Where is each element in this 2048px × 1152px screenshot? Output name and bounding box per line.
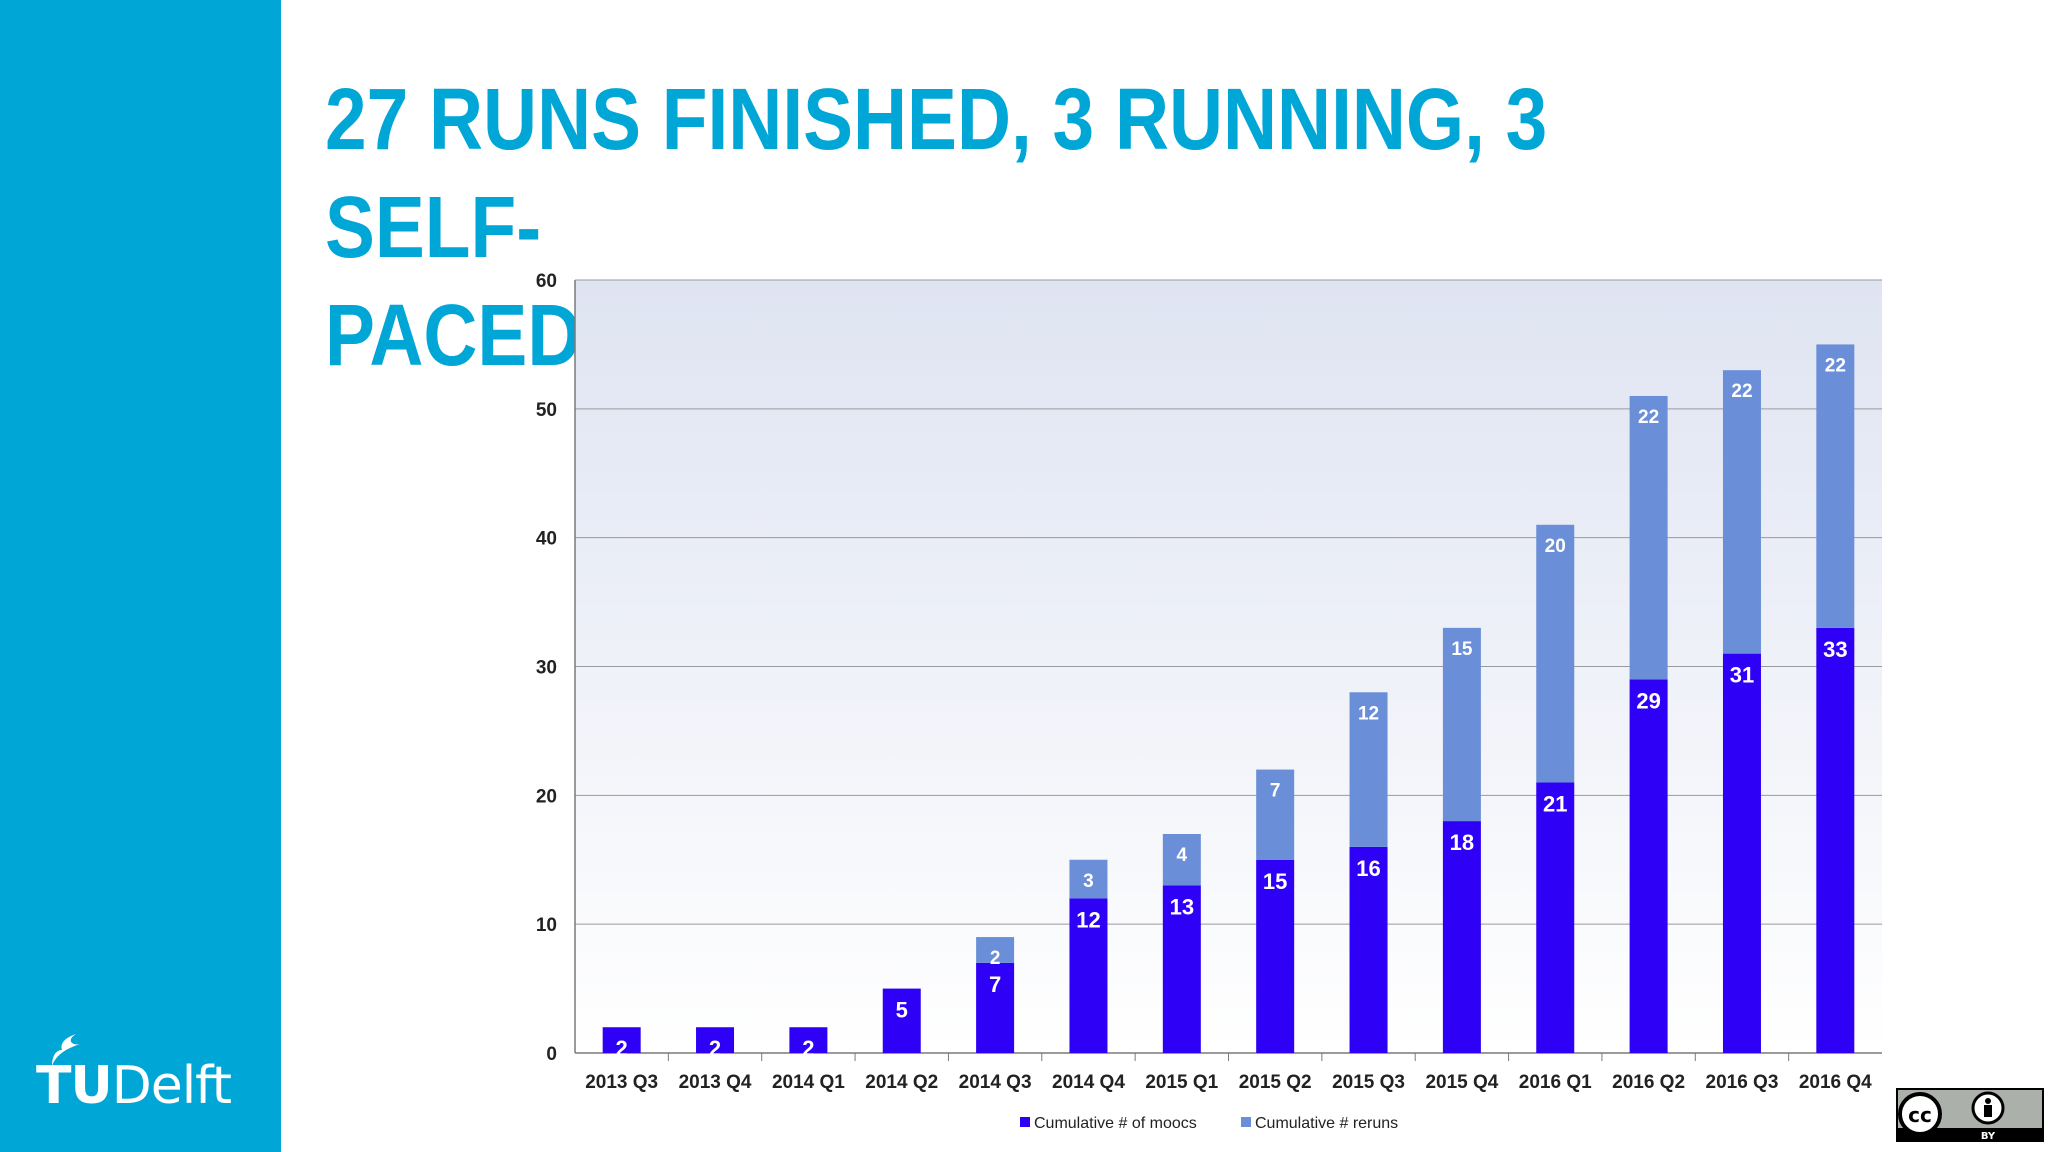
bar-reruns bbox=[1722, 370, 1761, 654]
flame-icon bbox=[52, 1034, 80, 1066]
bar-moocs bbox=[1256, 859, 1295, 1053]
tudelft-logo: TUDelft bbox=[36, 1030, 256, 1112]
bar-moocs bbox=[976, 962, 1015, 1053]
data-label-moocs: 21 bbox=[1543, 791, 1567, 816]
x-tick-label: 2015 Q2 bbox=[1239, 1072, 1312, 1093]
data-label-moocs: 2 bbox=[709, 1036, 721, 1061]
x-tick-label: 2016 Q2 bbox=[1612, 1072, 1685, 1093]
data-label-moocs: 7 bbox=[989, 972, 1001, 997]
bar-moocs bbox=[1069, 898, 1108, 1053]
x-tick-label: 2016 Q3 bbox=[1706, 1072, 1779, 1093]
x-tick-label: 2014 Q4 bbox=[1052, 1072, 1125, 1093]
bar-moocs bbox=[882, 988, 921, 1053]
x-tick-label: 2014 Q1 bbox=[772, 1072, 845, 1093]
y-tick-label: 30 bbox=[536, 658, 557, 679]
data-label-moocs: 29 bbox=[1636, 688, 1660, 713]
logo-text-regular: Delft bbox=[111, 1056, 232, 1116]
y-tick-label: 20 bbox=[536, 786, 557, 807]
data-label-moocs: 33 bbox=[1823, 637, 1847, 662]
bar-moocs bbox=[1442, 821, 1481, 1053]
logo-text-bold: TU bbox=[36, 1056, 113, 1116]
legend-swatch-moocs bbox=[1020, 1117, 1030, 1127]
data-label-reruns: 22 bbox=[1731, 381, 1752, 402]
x-tick-label: 2015 Q4 bbox=[1425, 1072, 1498, 1093]
bar-moocs bbox=[1162, 885, 1201, 1053]
data-label-reruns: 4 bbox=[1177, 845, 1188, 866]
data-label-reruns: 7 bbox=[1270, 781, 1281, 802]
data-label-reruns: 12 bbox=[1358, 703, 1379, 724]
y-tick-label: 10 bbox=[536, 915, 557, 936]
legend-label-reruns: Cumulative # reruns bbox=[1255, 1115, 1398, 1132]
data-label-moocs: 15 bbox=[1263, 869, 1287, 894]
sidebar-band bbox=[0, 0, 281, 1152]
bar-moocs bbox=[1349, 846, 1388, 1053]
data-label-moocs: 18 bbox=[1450, 830, 1474, 855]
bar-moocs bbox=[696, 1027, 735, 1053]
data-label-moocs: 12 bbox=[1076, 907, 1100, 932]
x-tick-label: 2014 Q3 bbox=[959, 1072, 1032, 1093]
x-tick-label: 2016 Q4 bbox=[1799, 1072, 1872, 1093]
bar-moocs bbox=[1536, 782, 1575, 1053]
bar-moocs bbox=[1722, 653, 1761, 1053]
cc-icon bbox=[1898, 1092, 1942, 1136]
legend-swatch-reruns bbox=[1241, 1117, 1251, 1127]
bar-reruns bbox=[1349, 692, 1388, 847]
bar-moocs bbox=[602, 1027, 641, 1053]
x-tick-label: 2015 Q3 bbox=[1332, 1072, 1405, 1093]
bar-reruns bbox=[1536, 524, 1575, 783]
legend-label-moocs: Cumulative # of moocs bbox=[1034, 1115, 1197, 1132]
title-line-1: 27 RUNS FINISHED, 3 RUNNING, 3 SELF- bbox=[325, 71, 1548, 276]
data-label-reruns: 22 bbox=[1825, 355, 1846, 376]
x-tick-label: 2013 Q3 bbox=[585, 1072, 658, 1093]
bar-reruns bbox=[1162, 833, 1201, 886]
bar-reruns bbox=[1256, 769, 1295, 860]
data-label-reruns: 3 bbox=[1083, 871, 1094, 892]
data-label-moocs: 2 bbox=[802, 1036, 814, 1061]
data-label-moocs: 2 bbox=[616, 1036, 628, 1061]
data-label-moocs: 16 bbox=[1356, 856, 1380, 881]
bar-reruns bbox=[1069, 859, 1108, 899]
x-tick-label: 2014 Q2 bbox=[865, 1072, 938, 1093]
x-tick-label: 2013 Q4 bbox=[679, 1072, 752, 1093]
bar-moocs bbox=[1629, 679, 1668, 1053]
bar-moocs bbox=[789, 1027, 828, 1053]
data-label-reruns: 15 bbox=[1451, 639, 1473, 660]
bar-reruns bbox=[1816, 344, 1855, 628]
cc-text: cc bbox=[1908, 1103, 1932, 1127]
y-tick-label: 40 bbox=[536, 529, 557, 550]
bar-reruns bbox=[976, 937, 1015, 963]
by-text: BY bbox=[1981, 1131, 1996, 1142]
data-label-reruns: 2 bbox=[990, 948, 1001, 969]
x-tick-label: 2015 Q1 bbox=[1145, 1072, 1218, 1093]
data-label-moocs: 5 bbox=[896, 998, 908, 1023]
y-tick-label: 60 bbox=[536, 271, 557, 292]
x-tick-label: 2016 Q1 bbox=[1519, 1072, 1592, 1093]
cc-by-badge: cc BY bbox=[1896, 1088, 2044, 1142]
y-tick-label: 50 bbox=[536, 400, 557, 421]
data-label-moocs: 31 bbox=[1730, 663, 1754, 688]
data-label-moocs: 13 bbox=[1170, 895, 1194, 920]
bar-reruns bbox=[1629, 395, 1668, 680]
data-label-reruns: 20 bbox=[1545, 536, 1566, 557]
bar-moocs bbox=[1816, 627, 1855, 1053]
bar-reruns bbox=[1442, 627, 1481, 822]
y-tick-label: 0 bbox=[546, 1044, 557, 1065]
data-label-reruns: 22 bbox=[1638, 407, 1659, 428]
